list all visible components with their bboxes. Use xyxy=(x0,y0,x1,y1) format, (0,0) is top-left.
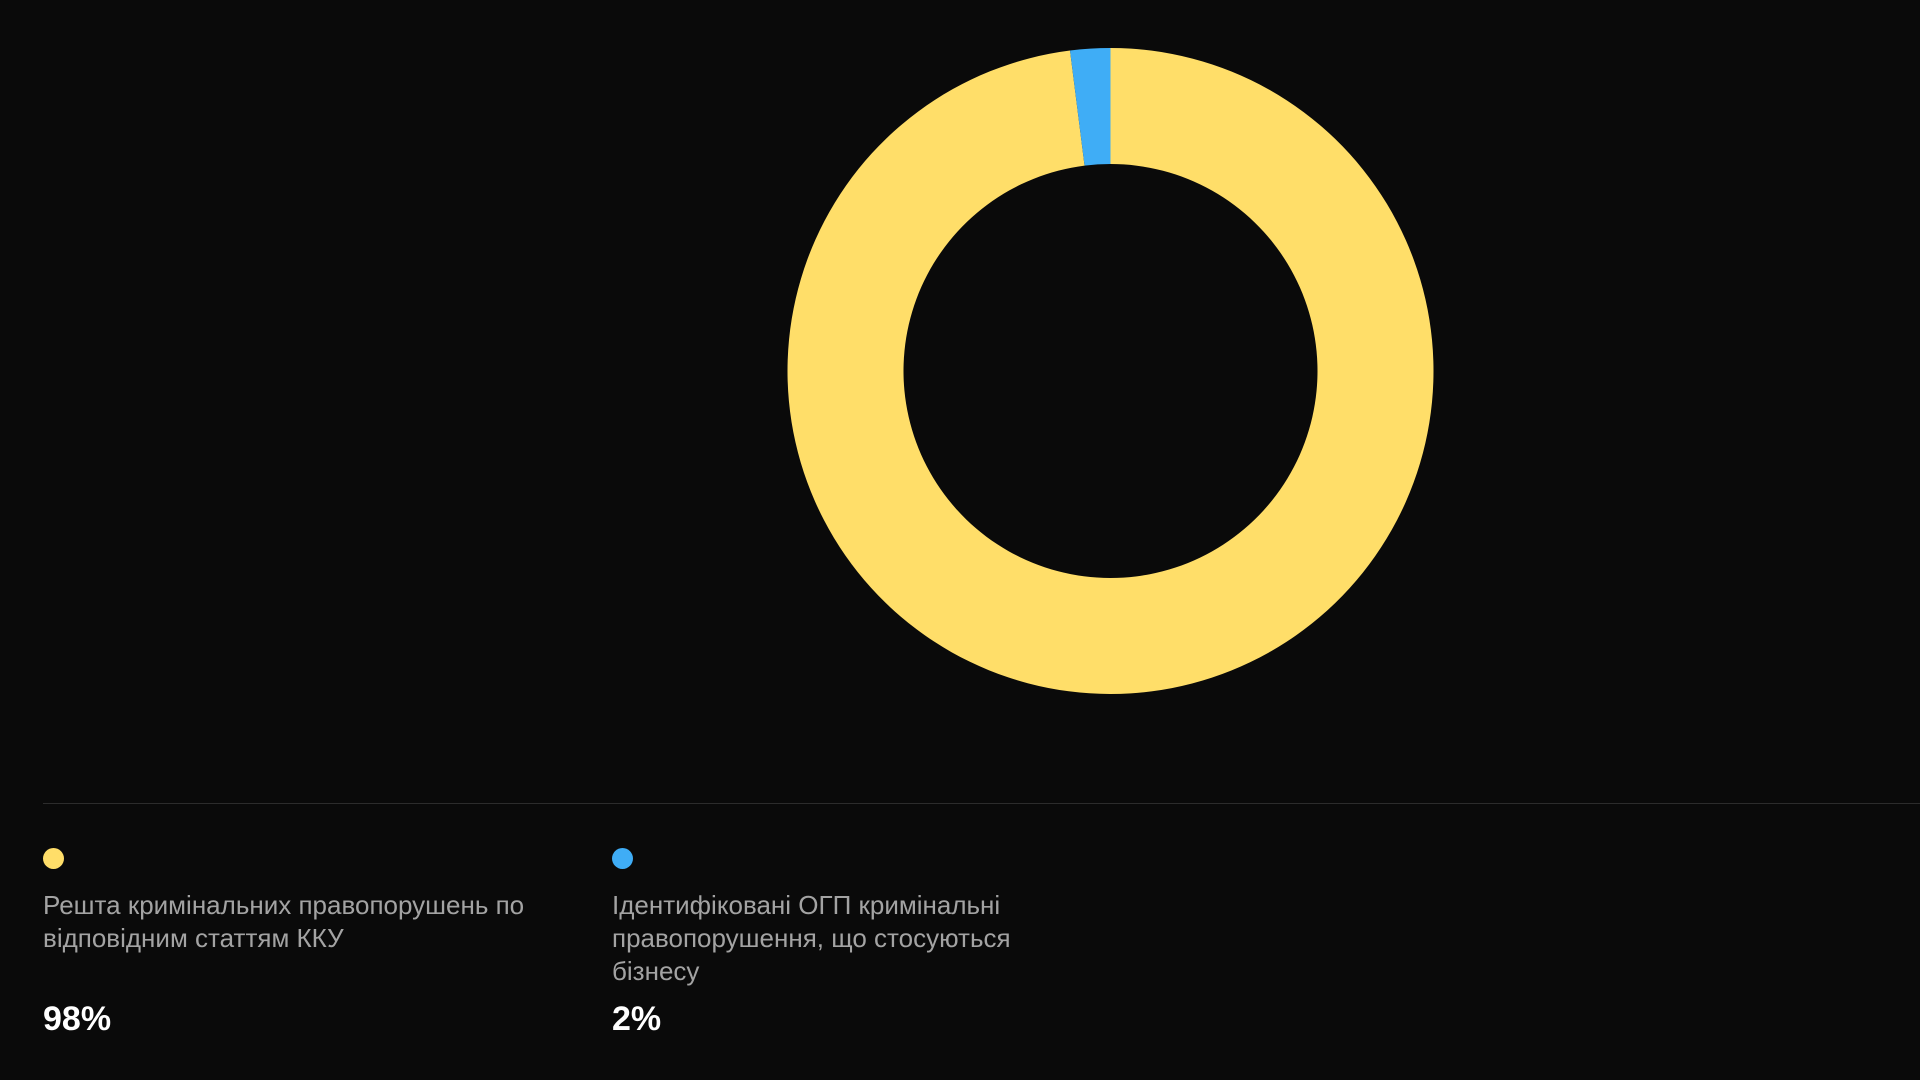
legend-dot xyxy=(612,848,633,869)
value-label: 98% xyxy=(43,1000,112,1038)
legend-dot xyxy=(43,848,64,869)
donut-segment xyxy=(787,48,1434,694)
value-label: 2% xyxy=(612,1000,662,1038)
donut-segment xyxy=(1070,48,1111,166)
donut-chart xyxy=(787,48,1434,694)
legend-item: Ідентифіковані ОГП кримінальні правопору… xyxy=(612,848,1102,1038)
legend-item: Решта кримінальних правопорушень по відп… xyxy=(43,848,588,1038)
separator xyxy=(43,803,1920,804)
legend-label: Ідентифіковані ОГП кримінальні правопору… xyxy=(612,890,1011,986)
legend-label: Решта кримінальних правопорушень по відп… xyxy=(43,890,525,953)
